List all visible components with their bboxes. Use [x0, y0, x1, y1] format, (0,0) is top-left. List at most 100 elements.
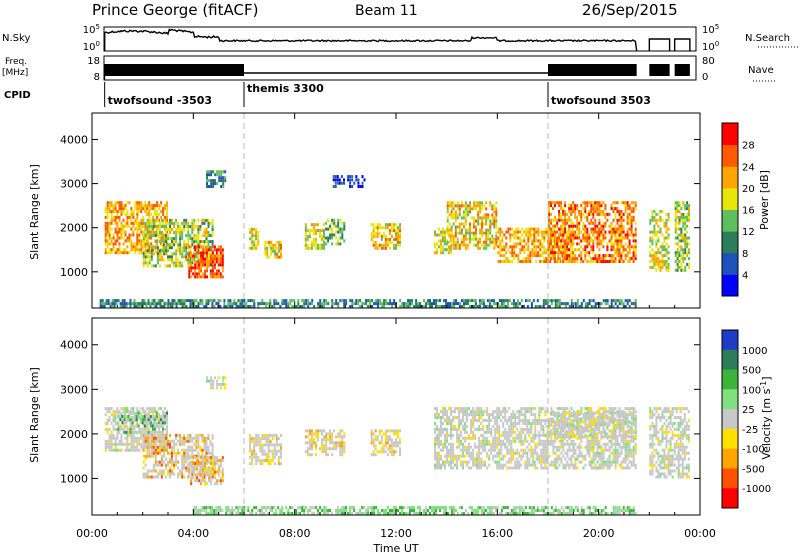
heatmap-cell — [144, 245, 147, 249]
heatmap-cell — [217, 275, 220, 279]
heatmap-cell — [584, 224, 587, 228]
heatmap-cell — [125, 302, 128, 306]
heatmap-cell — [179, 472, 182, 476]
heatmap-cell — [624, 248, 627, 252]
heatmap-cell — [678, 204, 681, 208]
heatmap-cell — [462, 416, 465, 419]
heatmap-cell — [144, 252, 147, 256]
heatmap-cell — [205, 436, 208, 440]
heatmap-cell — [468, 442, 471, 446]
heatmap-cell — [399, 305, 402, 308]
heatmap-cell — [157, 302, 160, 306]
heatmap-cell — [209, 451, 212, 455]
heatmap-cell — [127, 415, 130, 418]
heatmap-cell — [132, 212, 135, 216]
heatmap-cell — [249, 231, 252, 234]
heatmap-cell — [535, 236, 538, 240]
heatmap-cell — [235, 302, 238, 306]
heatmap-cell — [177, 448, 180, 452]
heatmap-cell — [501, 254, 504, 258]
heatmap-cell — [464, 436, 467, 440]
heatmap-cell — [519, 248, 522, 252]
heatmap-cell — [634, 204, 637, 208]
heatmap-cell — [132, 433, 135, 437]
heatmap-cell — [479, 207, 482, 211]
heatmap-cell — [614, 260, 617, 263]
heatmap-cell — [202, 248, 205, 252]
heatmap-cell — [196, 248, 199, 252]
heatmap-cell — [490, 305, 493, 308]
heatmap-cell — [193, 243, 196, 247]
heatmap-cell — [150, 221, 153, 225]
heatmap-cell — [446, 413, 448, 417]
heatmap-cell — [268, 255, 271, 259]
heatmap-cell — [618, 210, 621, 213]
heatmap-cell — [160, 237, 163, 241]
heatmap-cell — [146, 436, 149, 440]
heatmap-cell — [620, 210, 623, 213]
heatmap-cell — [156, 422, 159, 425]
heatmap-cell — [462, 204, 465, 208]
heatmap-cell — [142, 218, 145, 222]
heatmap-cell — [477, 210, 480, 214]
heatmap-cell — [307, 305, 310, 308]
heatmap-cell — [476, 457, 479, 461]
heatmap-cell — [523, 245, 526, 249]
heatmap-cell — [179, 243, 182, 247]
heatmap-cell — [520, 299, 523, 303]
heatmap-cell — [259, 302, 262, 306]
heatmap-cell — [548, 218, 550, 222]
heatmap-cell — [335, 441, 338, 445]
heatmap-cell — [674, 251, 677, 255]
heatmap-cell — [429, 299, 431, 303]
heatmap-cell — [592, 248, 595, 252]
heatmap-cell — [214, 182, 217, 186]
heatmap-cell — [194, 473, 197, 477]
heatmap-cell — [156, 228, 159, 231]
heatmap-cell — [680, 212, 683, 216]
heatmap-cell — [674, 260, 677, 263]
heatmap-cell — [211, 442, 214, 446]
heatmap-cell — [169, 469, 171, 473]
heatmap-cell — [162, 233, 165, 237]
heatmap-cell — [206, 260, 208, 264]
heatmap-cell — [209, 257, 212, 261]
heatmap-cell — [680, 268, 683, 272]
heatmap-cell — [376, 435, 379, 439]
heatmap-cell — [191, 439, 194, 443]
heatmap-cell — [496, 439, 499, 443]
heatmap-cell — [441, 233, 444, 237]
heatmap-cell — [119, 418, 122, 422]
heatmap-cell — [464, 210, 467, 214]
heatmap-cell — [653, 233, 656, 237]
heatmap-cell — [144, 457, 147, 461]
heatmap-cell — [491, 207, 494, 211]
heatmap-cell — [177, 243, 180, 247]
heatmap-cell — [502, 410, 505, 414]
heatmap-cell — [158, 451, 161, 455]
heatmap-cell — [376, 226, 379, 230]
freq-label-line2: [MHz] — [2, 68, 28, 78]
heatmap-cell — [655, 245, 658, 249]
heatmap-cell — [598, 239, 601, 243]
heatmap-cell — [207, 448, 210, 452]
heatmap-cell — [568, 204, 571, 208]
heatmap-cell — [678, 218, 681, 222]
heatmap-cell — [427, 299, 429, 303]
heatmap-cell — [139, 411, 142, 415]
heatmap-cell — [495, 216, 498, 220]
heatmap-cell — [380, 441, 383, 445]
heatmap-cell — [206, 266, 208, 270]
heatmap-cell — [500, 445, 503, 449]
heatmap-cell — [191, 305, 194, 308]
heatmap-cell — [630, 218, 633, 222]
heatmap-cell — [473, 207, 475, 211]
heatmap-cell — [626, 236, 629, 240]
heatmap-cell — [146, 448, 149, 452]
heatmap-cell — [580, 239, 583, 243]
heatmap-cell — [329, 224, 332, 228]
heatmap-cell — [179, 469, 182, 473]
heatmap-cell — [500, 457, 503, 461]
heatmap-cell — [610, 248, 613, 252]
heatmap-cell — [484, 463, 487, 467]
